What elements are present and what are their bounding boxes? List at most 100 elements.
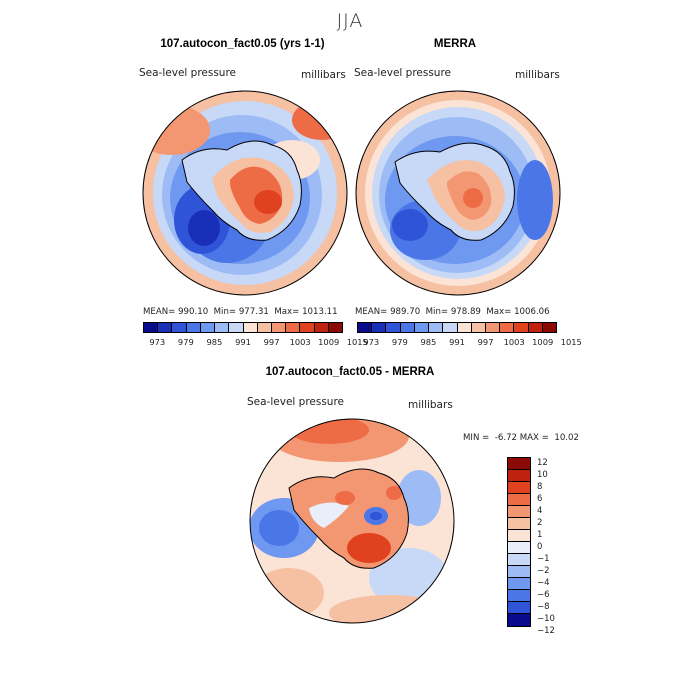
colorbar-tick-label: 979 xyxy=(177,337,194,347)
colorbar-swatch xyxy=(500,323,515,332)
colorbar-tick-label: 1003 xyxy=(503,337,525,347)
colorbar-swatch xyxy=(508,590,530,602)
colorbar-swatch xyxy=(508,530,530,542)
colorbar-tick-label: 8 xyxy=(537,482,543,492)
colorbar-tick-label: 973 xyxy=(149,337,166,347)
stat-max: 1006.06 xyxy=(514,307,550,317)
colorbar-swatch xyxy=(257,323,272,332)
colorbar-tick-label: −12 xyxy=(537,626,555,636)
stat-max-label: Max= xyxy=(274,307,300,317)
colorbar-swatch xyxy=(508,578,530,590)
colorbar-swatch xyxy=(508,482,530,494)
diff-max: 10.02 xyxy=(554,433,579,443)
stat-min: 977.31 xyxy=(238,307,269,317)
colorbar-swatch xyxy=(286,323,301,332)
colorbar-swatch xyxy=(508,494,530,506)
stat-max-label: Max= xyxy=(486,307,512,317)
diff-min-label: MIN = xyxy=(463,433,490,443)
colorbar-tick-label: 1015 xyxy=(346,337,368,347)
stat-mean-label: MEAN= xyxy=(143,307,176,317)
colorbar-swatch xyxy=(372,323,387,332)
colorbar-tick-label: 10 xyxy=(537,470,548,480)
colorbar-tick-label: 4 xyxy=(537,506,543,516)
colorbar-tick-label: 997 xyxy=(477,337,494,347)
stat-mean-label: MEAN= xyxy=(355,307,388,317)
colorbar-swatch xyxy=(508,602,530,614)
stat-mean: 990.10 xyxy=(178,307,209,317)
colorbar-swatch xyxy=(271,323,287,332)
colorbar-swatch xyxy=(215,323,230,332)
panel-1-stats: MEAN= 990.10 Min= 977.31 Max= 1013.11 xyxy=(143,307,338,317)
colorbar-swatch xyxy=(172,323,187,332)
colorbar-swatch xyxy=(457,323,472,332)
colorbar-swatch xyxy=(443,323,458,332)
colorbar-swatch xyxy=(508,470,530,482)
diff-colorbar xyxy=(507,457,531,627)
colorbar-swatch xyxy=(508,518,530,530)
colorbar-swatch xyxy=(508,554,530,566)
season-title: JJA xyxy=(336,10,364,32)
colorbar-tick-label: 991 xyxy=(235,337,251,347)
diff-title: 107.autocon_fact0.05 - MERRA xyxy=(265,366,435,378)
colorbar-tick-label: 1009 xyxy=(318,337,340,347)
diff-colorbar-ticks: 12 10 8 6 4 2 1 0 −1 −2 −4 −6 −8 −10 −12 xyxy=(537,457,577,636)
colorbar-tick-label: 973 xyxy=(363,337,380,347)
colorbar-swatch xyxy=(508,542,530,554)
colorbar-swatch xyxy=(200,323,216,332)
colorbar-swatch xyxy=(158,323,173,332)
stat-min: 978.89 xyxy=(450,307,481,317)
colorbar-swatch xyxy=(229,323,244,332)
stat-min-label: Min= xyxy=(425,307,449,317)
diff-max-label: MAX = xyxy=(519,433,549,443)
colorbar-tick-label: 2 xyxy=(537,518,543,528)
colorbar-tick-label: 6 xyxy=(537,494,543,504)
diff-units-label: millibars xyxy=(408,399,453,411)
colorbar-tick-label: 1003 xyxy=(289,337,311,347)
colorbar-tick-label: −2 xyxy=(537,565,550,576)
panel-2-colorbar-ticks: 973 979 985 991 997 1003 1009 1015 xyxy=(357,337,581,349)
colorbar-tick-label: 0 xyxy=(537,542,543,552)
colorbar-swatch xyxy=(328,323,343,332)
colorbar-tick-label: −8 xyxy=(537,602,550,612)
colorbar-swatch xyxy=(144,323,159,332)
colorbar-tick-label: −10 xyxy=(537,614,555,624)
diff-field-label: Sea-level pressure xyxy=(247,396,345,408)
panel-2-field-label: Sea-level pressure xyxy=(354,67,452,79)
colorbar-swatch xyxy=(485,323,501,332)
stat-max: 1013.11 xyxy=(302,307,338,317)
colorbar-tick-label: 1009 xyxy=(532,337,554,347)
diff-min-max: MIN = -6.72 MAX = 10.02 xyxy=(463,433,579,443)
diff-map xyxy=(249,418,455,624)
colorbar-swatch xyxy=(400,323,415,332)
colorbar-swatch xyxy=(542,323,557,332)
colorbar-tick-label: 12 xyxy=(537,458,548,468)
panel-2-title: MERRA xyxy=(433,38,477,50)
stat-min-label: Min= xyxy=(213,307,237,317)
panel-1-colorbar-ticks: 973 979 985 991 997 1003 1009 1015 xyxy=(143,337,367,349)
colorbar-swatch xyxy=(358,323,373,332)
panel-2-units-label: millibars xyxy=(515,69,560,81)
colorbar-swatch xyxy=(471,323,486,332)
panel-1-map xyxy=(142,90,348,296)
colorbar-swatch xyxy=(528,323,543,332)
colorbar-swatch xyxy=(186,323,201,332)
colorbar-swatch xyxy=(386,323,401,332)
colorbar-swatch xyxy=(508,458,530,470)
colorbar-tick-label: −1 xyxy=(537,554,550,564)
colorbar-tick-label: 979 xyxy=(391,337,408,347)
colorbar-swatch xyxy=(429,323,444,332)
colorbar-tick-label: 1 xyxy=(537,529,543,540)
panel-1-units-label: millibars xyxy=(301,69,346,81)
panel-2-stats: MEAN= 989.70 Min= 978.89 Max= 1006.06 xyxy=(355,307,550,317)
stat-mean: 989.70 xyxy=(390,307,421,317)
colorbar-tick-label: 991 xyxy=(449,337,465,347)
colorbar-swatch xyxy=(514,323,529,332)
colorbar-swatch xyxy=(508,614,530,626)
panel-1-field-label: Sea-level pressure xyxy=(139,67,237,79)
colorbar-swatch xyxy=(300,323,315,332)
colorbar-swatch xyxy=(414,323,430,332)
diff-min: -6.72 xyxy=(494,433,518,443)
colorbar-swatch xyxy=(243,323,258,332)
colorbar-swatch xyxy=(508,506,530,518)
panel-2-map xyxy=(355,90,561,296)
